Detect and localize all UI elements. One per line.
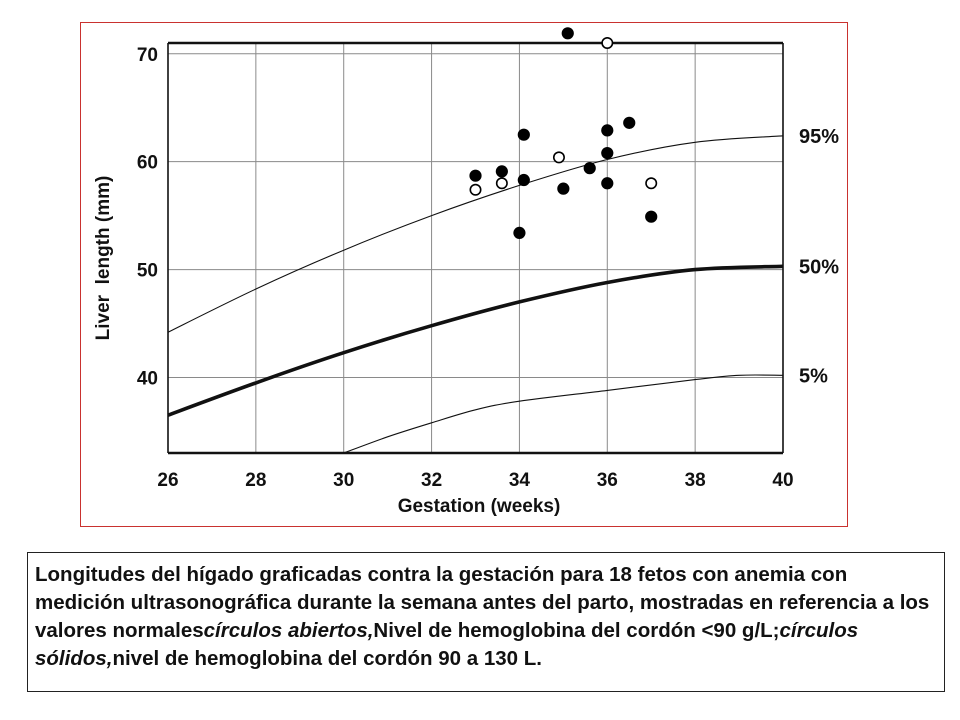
solid-circle-point <box>645 210 658 223</box>
solid-circle-point <box>495 165 508 178</box>
curve-label-50pct: 50% <box>799 256 839 278</box>
solid-circle-point <box>557 182 570 195</box>
liver-length-chart: 95% 50% 5% 26 28 30 32 34 36 38 40 40 50 60 70 Gestati… <box>93 27 839 517</box>
curve-5pct <box>343 374 784 454</box>
x-tick-label: 28 <box>245 470 266 491</box>
x-tick-label: 38 <box>685 470 706 491</box>
grid-layer <box>167 41 784 455</box>
solid-circle-point <box>601 124 614 137</box>
curve-label-5pct: 5% <box>799 365 828 387</box>
solid-circle-point <box>513 226 526 239</box>
chart-frame: 95% 50% 5% 26 28 30 32 34 36 38 40 40 50 60 70 Gestati… <box>80 22 848 527</box>
caption-box: Longitudes del hígado graficadas contra … <box>27 552 945 692</box>
open-circle-point <box>645 177 658 190</box>
curve-50pct <box>167 264 784 417</box>
x-tick-label: 40 <box>772 470 793 491</box>
x-tick-label: 26 <box>157 470 178 491</box>
solid-circle-point <box>517 173 530 187</box>
solid-circle-point <box>561 27 574 40</box>
solid-circle-point <box>583 162 596 175</box>
x-axis-label: Gestation (weeks) <box>398 496 561 517</box>
curve-label-95pct: 95% <box>799 126 839 148</box>
figure-caption: Longitudes del hígado graficadas contra … <box>35 561 936 673</box>
solid-circle-point <box>623 116 636 129</box>
curve-95pct <box>167 135 784 333</box>
y-tick-label: 60 <box>137 153 158 174</box>
open-circle-point <box>552 151 565 164</box>
y-axis-label: Liver length (mm) <box>93 176 114 341</box>
open-circle-point <box>601 37 614 49</box>
caption-part-5: nivel de hemoglobina del cordón 90 a 130… <box>112 647 542 670</box>
tick-labels: 95% 50% 5% 26 28 30 32 34 36 38 40 40 50 60 70 <box>137 45 839 491</box>
solid-circle-point <box>469 169 482 182</box>
x-tick-label: 30 <box>333 470 354 491</box>
y-tick-label: 70 <box>137 45 158 66</box>
x-tick-label: 36 <box>597 470 618 491</box>
data-points <box>469 27 658 239</box>
solid-circle-point <box>601 146 614 160</box>
open-circle-point <box>469 183 482 196</box>
open-circle-point <box>495 177 508 190</box>
caption-part-3: Nivel de hemoglobina del cordón <90 g/L; <box>373 619 780 642</box>
caption-open-circles: círculos abiertos, <box>203 619 374 642</box>
caption-part-1: Longitudes del hígado graficadas contra … <box>35 563 930 642</box>
solid-circle-point <box>517 128 530 141</box>
x-tick-label: 32 <box>421 470 442 491</box>
x-tick-label: 34 <box>509 470 531 491</box>
y-tick-label: 40 <box>137 368 158 389</box>
reference-curves <box>167 135 784 454</box>
y-tick-label: 50 <box>137 261 158 282</box>
solid-circle-point <box>601 177 614 190</box>
caption-solid-circles: círculos sólidos, <box>35 619 859 670</box>
